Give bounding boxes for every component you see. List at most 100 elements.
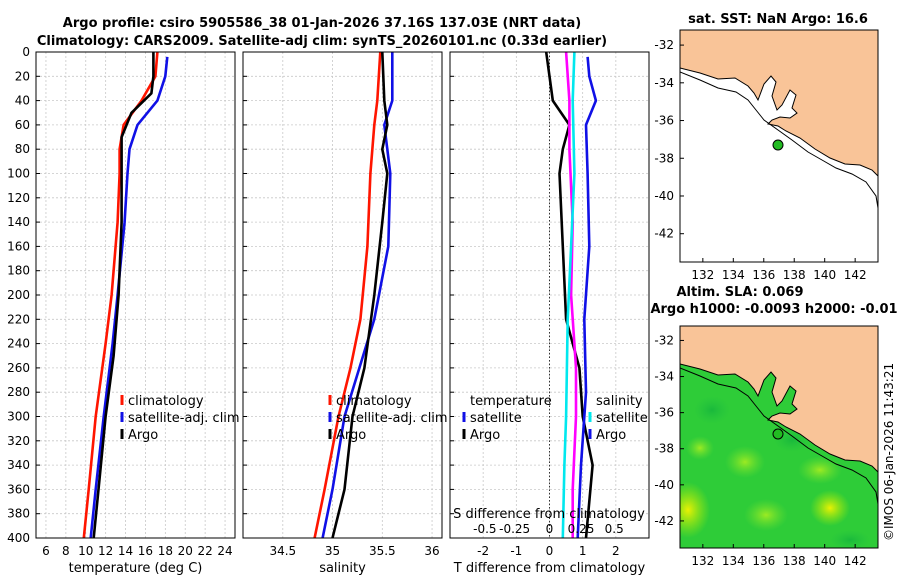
temperature-panel: 6 8 10 12 14 16 18 20 22 240204060801001201401601…: [7, 45, 240, 576]
sst-float-marker: [772, 139, 784, 151]
sal-legend-label: Argo: [336, 428, 366, 443]
sla-map-ytick-label: -34: [654, 370, 674, 384]
sal-xtick-label: 35.5: [369, 544, 396, 558]
temp-xtick-label: 14: [118, 544, 133, 558]
sst-map-frame: [679, 29, 879, 263]
diff-xtick-label: -1: [510, 544, 522, 558]
depth-tick-label: 360: [7, 482, 30, 496]
sst-map-ytick-label: -40: [654, 189, 674, 203]
temp-xtick-label: 22: [198, 544, 213, 558]
diff-top-xtick-label: 0.5: [605, 522, 624, 536]
temp-legend-label: satellite-adj. clim: [128, 411, 240, 426]
depth-tick-label: 180: [7, 264, 30, 278]
sst-map-xtick-label: 136: [752, 268, 775, 282]
temp-xtick-label: 12: [98, 544, 113, 558]
sal-xlabel: salinity: [319, 561, 366, 576]
diff-series-t-satellite: [564, 51, 578, 538]
diff-legend-t-label: satellite: [470, 411, 522, 426]
sst-map-ytick-label: -36: [654, 114, 674, 128]
sst-map-ytick-label: -34: [654, 76, 674, 90]
sal-series-climatology: [313, 51, 382, 539]
sla-map-ytick-label: -38: [654, 442, 674, 456]
temp-xtick-label: 10: [78, 544, 93, 558]
diff-top-xtick-label: -0.25: [499, 522, 530, 536]
diff-xtick-label: 1: [579, 544, 587, 558]
depth-tick-label: 100: [7, 167, 30, 181]
diff-series-s-satellite: [561, 51, 576, 539]
temp-xtick-label: 16: [138, 544, 153, 558]
diff-legend-s-label: satellite: [596, 411, 648, 426]
sst-map-xtick-label: 134: [722, 268, 745, 282]
sla-map-title-line1: Altim. SLA: 0.069: [677, 285, 804, 300]
depth-tick-label: 320: [7, 434, 30, 448]
sla-map-xtick-label: 140: [813, 554, 836, 568]
diff-xlabel: T difference from climatology: [453, 561, 646, 576]
temp-xtick-label: 6: [42, 544, 50, 558]
sst-map-xtick-label: 142: [844, 268, 867, 282]
temp-series-climatology: [82, 51, 159, 539]
diff-top-xtick-label: -0.5: [473, 522, 496, 536]
diff-legend-s-label: Argo: [596, 428, 626, 443]
sla-map-xtick-label: 142: [844, 554, 867, 568]
sal-series-argo: [331, 51, 389, 539]
diff-xtick-label: 0: [546, 544, 554, 558]
sst-shelf-contour: [680, 71, 878, 209]
sla-shelf-contour: [680, 367, 878, 505]
depth-tick-label: 60: [15, 118, 30, 132]
imos-watermark: ©IMOS 06-Jan-2026 11:43:21: [882, 363, 896, 541]
sal-legend-label: satellite-adj. clim: [336, 411, 448, 426]
temp-xlabel: temperature (deg C): [69, 561, 203, 576]
depth-tick-label: 40: [15, 94, 30, 108]
depth-tick-label: 160: [7, 239, 30, 253]
sal-xtick-label: 36: [424, 544, 439, 558]
figure-title-line1: Argo profile: csiro 5905586_38 01-Jan-20…: [63, 16, 581, 31]
diff-top-xlabel: S difference from climatology: [453, 507, 645, 522]
sst-map: [679, 29, 879, 263]
sst-land: [680, 30, 878, 177]
depth-tick-label: 0: [22, 45, 30, 59]
difference-panel: -2 -1 0 1 2 T difference from climatology temp…: [449, 51, 650, 576]
depth-tick-label: 280: [7, 385, 30, 399]
sla-map-xtick-label: 134: [722, 554, 745, 568]
depth-tick-label: 300: [7, 410, 30, 424]
sla-land: [680, 326, 878, 473]
sla-map-xtick-label: 136: [752, 554, 775, 568]
depth-tick-label: 380: [7, 507, 30, 521]
depth-tick-label: 80: [15, 142, 30, 156]
depth-tick-label: 120: [7, 191, 30, 205]
depth-tick-label: 220: [7, 312, 30, 326]
sla-map-ytick-label: -32: [654, 333, 674, 347]
salinity-panel: 34.5 35 35.5 36 salinity climatology satellite…: [242, 51, 448, 576]
sla-map: [679, 325, 879, 549]
sla-map-ytick-label: -36: [654, 406, 674, 420]
sst-map-title: sat. SST: NaN Argo: 16.6: [688, 12, 868, 27]
sla-float-marker: [772, 428, 784, 440]
sal-xtick-label: 34.5: [269, 544, 296, 558]
diff-frame: [449, 51, 650, 539]
temp-legend-label: climatology: [128, 394, 204, 409]
sst-map-ytick-label: -38: [654, 151, 674, 165]
sst-map-xtick-label: 132: [691, 268, 714, 282]
diff-xtick-label: -2: [477, 544, 489, 558]
sst-map-ytick-label: -42: [654, 227, 674, 241]
depth-tick-label: 240: [7, 337, 30, 351]
sst-map-axes: 132 134 136 138 140 142 -32 -34 -36 -38 -40 -42: [654, 38, 866, 282]
sst-map-xtick-label: 138: [783, 268, 806, 282]
depth-tick-label: 340: [7, 458, 30, 472]
diff-legend-t-label: Argo: [470, 428, 500, 443]
depth-tick-label: 400: [7, 531, 30, 545]
temp-xtick-label: 20: [178, 544, 193, 558]
depth-tick-label: 140: [7, 215, 30, 229]
sla-map-ytick-label: -42: [654, 514, 674, 528]
sst-map-ytick-label: -32: [654, 38, 674, 52]
temp-frame: [35, 51, 236, 539]
sla-map-xtick-label: 132: [691, 554, 714, 568]
sst-map-xtick-label: 140: [813, 268, 836, 282]
diff-top-xtick-label: 0: [546, 522, 554, 536]
sla-map-axes: 132 134 136 138 140 142 -32 -34 -36 -38 -40 -42: [654, 333, 866, 568]
figure-title-line2: Climatology: CARS2009. Satellite-adj cli…: [37, 34, 607, 49]
diff-legend-salinity-title: salinity: [596, 394, 643, 409]
temp-series-satellite-adj-clim: [89, 56, 169, 539]
sla-heatmap-anomalies: [680, 396, 878, 548]
